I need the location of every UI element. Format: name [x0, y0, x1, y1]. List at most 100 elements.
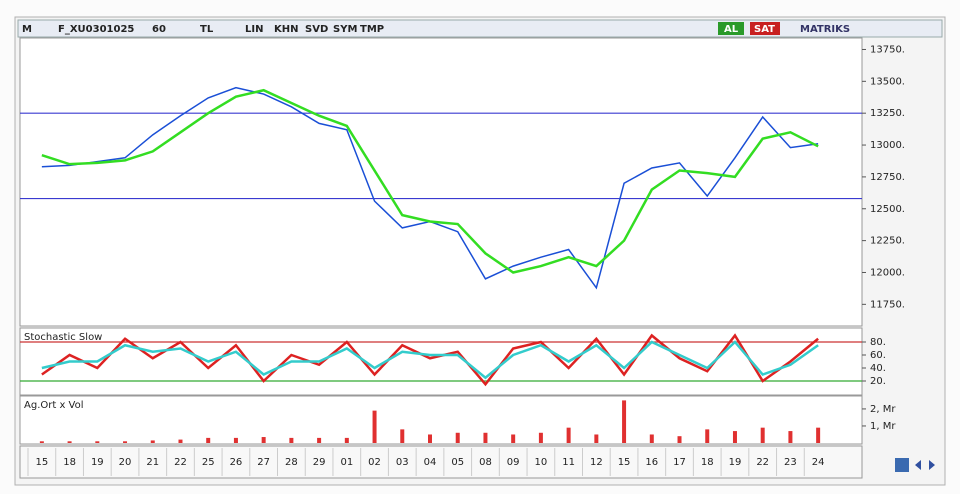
- x-tick-label: 04: [424, 457, 437, 468]
- volume-bar: [816, 427, 821, 443]
- y-tick-label: 12250.: [870, 236, 905, 247]
- x-tick-label: 01: [340, 457, 353, 468]
- currency[interactable]: TL: [200, 24, 214, 35]
- x-tick-label: 03: [396, 457, 409, 468]
- volume-bar: [123, 441, 128, 443]
- x-tick-label: 24: [812, 457, 825, 468]
- x-tick-label: 29: [313, 457, 326, 468]
- toolbar-button[interactable]: SVD: [305, 24, 328, 35]
- x-tick-label: 20: [119, 457, 132, 468]
- y-tick-label: 13500.: [870, 76, 905, 87]
- x-tick-label: 02: [368, 457, 381, 468]
- x-tick-label: 19: [91, 457, 104, 468]
- volume-bar: [178, 439, 183, 443]
- y-tick-label: 13250.: [870, 108, 905, 119]
- x-tick-label: 18: [701, 457, 714, 468]
- x-tick-label: 15: [35, 457, 48, 468]
- x-tick-label: 19: [729, 457, 742, 468]
- volume-bar: [594, 434, 599, 443]
- refresh-icon[interactable]: [895, 458, 909, 472]
- volume-bar: [732, 431, 737, 443]
- volume-bar: [150, 440, 155, 443]
- panel-title: Ag.Ort x Vol: [24, 400, 84, 411]
- volume-bar: [39, 441, 44, 443]
- x-tick-label: 17: [673, 457, 686, 468]
- y-tick-label: 11750.: [870, 299, 905, 310]
- y-tick-label: 13000.: [870, 140, 905, 151]
- volume-bar: [206, 437, 211, 443]
- volume-bar: [428, 434, 432, 443]
- series-line: [41, 333, 819, 387]
- volume-bar: [372, 410, 377, 443]
- x-tick-label: 11: [562, 457, 575, 468]
- volume-bar: [566, 427, 571, 443]
- y-tick-label: 40.: [870, 363, 886, 374]
- sell-button[interactable]: [750, 22, 780, 35]
- stochastic-panel: [19, 327, 863, 396]
- volume-bar: [455, 432, 460, 443]
- logo: M: [22, 24, 32, 35]
- x-tick-label: 26: [230, 457, 243, 468]
- volume-bar: [95, 441, 100, 443]
- volume-bar: [649, 434, 654, 443]
- symbol[interactable]: F_XU0301025: [58, 24, 134, 35]
- volume-bar: [788, 431, 793, 443]
- volume-bar: [622, 400, 627, 443]
- y-tick-label: 20.: [870, 376, 886, 387]
- period[interactable]: 60: [152, 24, 166, 35]
- volume-bar: [317, 437, 322, 443]
- x-tick-label: 05: [451, 457, 464, 468]
- y-tick-label: 13750.: [870, 44, 905, 55]
- toolbar: M F_XU0301025 60 TL LIN KHN SVD SYM TMP …: [17, 19, 943, 38]
- series-line: [41, 340, 819, 380]
- toolbar-button[interactable]: KHN: [274, 24, 299, 35]
- x-tick-label: 16: [645, 457, 658, 468]
- buy-button[interactable]: [718, 22, 744, 35]
- x-tick-label: 12: [590, 457, 603, 468]
- y-tick-label: 1, Mr: [870, 421, 896, 432]
- x-tick-label: 23: [784, 457, 797, 468]
- x-tick-label: 22: [174, 457, 187, 468]
- price-panel: [19, 37, 863, 327]
- x-tick-label: 08: [479, 457, 492, 468]
- volume-bar: [538, 432, 543, 443]
- volume-bar: [511, 434, 516, 443]
- brand: MATRIKS: [800, 24, 850, 35]
- x-tick-label: 15: [618, 457, 631, 468]
- toolbar-bar: [17, 19, 943, 38]
- y-tick-label: 60.: [870, 350, 886, 361]
- scroll-arrows[interactable]: [915, 460, 935, 470]
- x-tick-label: 25: [202, 457, 215, 468]
- volume-bar: [677, 436, 682, 443]
- buy-label[interactable]: AL: [724, 24, 739, 35]
- volume-bar: [760, 427, 765, 443]
- volume-bar: [344, 437, 349, 443]
- volume-bar: [705, 429, 710, 443]
- x-tick-label: 28: [285, 457, 298, 468]
- volume-bar: [261, 437, 266, 443]
- date-axis: [19, 445, 863, 479]
- volume-bar: [67, 441, 72, 443]
- x-tick-label: 18: [63, 457, 76, 468]
- volume-bar: [233, 437, 238, 443]
- volume-panel: [19, 395, 863, 445]
- volume-bar: [483, 432, 488, 443]
- toolbar-button[interactable]: TMP: [360, 24, 384, 35]
- series-line: [41, 88, 819, 274]
- panel-title: Stochastic Slow: [24, 332, 102, 343]
- y-tick-label: 12000.: [870, 267, 905, 278]
- y-tick-label: 12750.: [870, 172, 905, 183]
- volume-bar: [289, 437, 294, 443]
- y-tick-label: 80.: [870, 337, 886, 348]
- x-tick-label: 10: [535, 457, 548, 468]
- x-tick-label: 21: [146, 457, 159, 468]
- sell-label[interactable]: SAT: [754, 24, 775, 35]
- toolbar-button[interactable]: SYM: [333, 24, 357, 35]
- x-tick-label: 27: [257, 457, 270, 468]
- y-tick-label: 12500.: [870, 204, 905, 215]
- x-tick-label: 09: [507, 457, 520, 468]
- x-tick-label: 22: [756, 457, 769, 468]
- y-tick-label: 2, Mr: [870, 404, 896, 415]
- toolbar-button[interactable]: LIN: [245, 24, 263, 35]
